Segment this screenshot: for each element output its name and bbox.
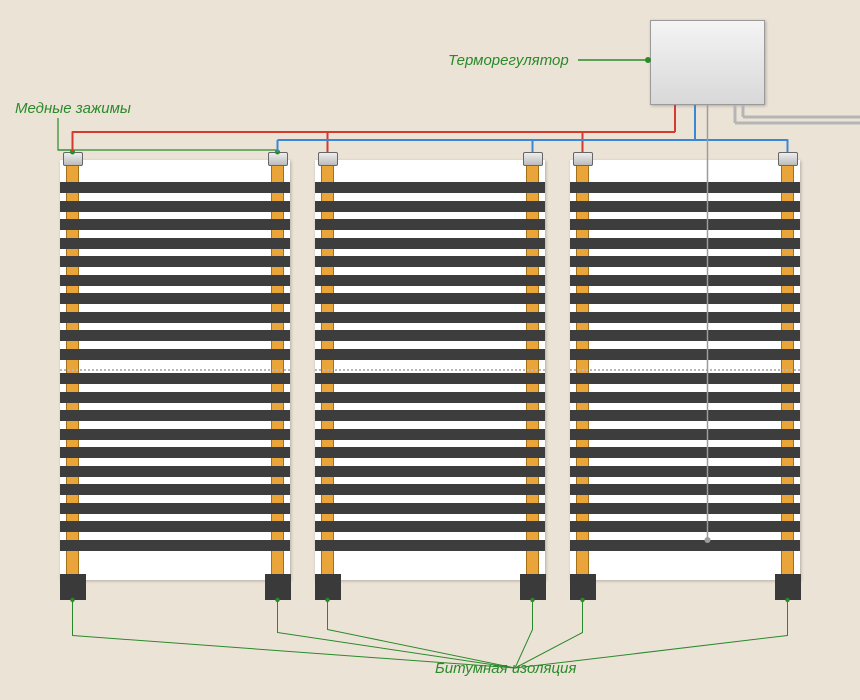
carbon-stripe xyxy=(60,521,290,532)
carbon-stripe xyxy=(315,330,545,341)
carbon-stripe xyxy=(60,540,290,551)
carbon-stripe xyxy=(570,503,800,514)
carbon-stripe xyxy=(315,256,545,267)
copper-clamps-label: Медные зажимы xyxy=(15,100,131,117)
bitumen-patch xyxy=(265,574,291,600)
carbon-stripe xyxy=(570,201,800,212)
carbon-stripe xyxy=(60,429,290,440)
carbon-stripe xyxy=(60,349,290,360)
carbon-stripe xyxy=(570,410,800,421)
carbon-stripe xyxy=(570,349,800,360)
carbon-stripe xyxy=(570,373,800,384)
carbon-stripe xyxy=(315,447,545,458)
carbon-stripe xyxy=(60,256,290,267)
carbon-stripe xyxy=(570,392,800,403)
carbon-stripe xyxy=(570,275,800,286)
copper-clip xyxy=(268,152,288,166)
bitumen-patch xyxy=(520,574,546,600)
carbon-stripe xyxy=(570,219,800,230)
bitumen-patch xyxy=(60,574,86,600)
carbon-stripe xyxy=(60,466,290,477)
carbon-stripe xyxy=(570,521,800,532)
thermostat-label: Терморегулятор xyxy=(448,52,569,69)
carbon-stripe xyxy=(570,484,800,495)
copper-clip xyxy=(523,152,543,166)
carbon-stripe xyxy=(570,447,800,458)
carbon-stripe xyxy=(60,330,290,341)
carbon-stripe xyxy=(60,484,290,495)
carbon-stripe xyxy=(60,201,290,212)
bitumen-patch xyxy=(775,574,801,600)
heating-panel xyxy=(60,160,290,580)
bitumen-patch xyxy=(570,574,596,600)
carbon-stripe xyxy=(570,182,800,193)
heating-panel xyxy=(315,160,545,580)
carbon-stripe xyxy=(315,275,545,286)
carbon-stripe xyxy=(315,373,545,384)
copper-clip xyxy=(778,152,798,166)
carbon-stripe xyxy=(315,201,545,212)
panel-mid-dotted xyxy=(315,369,545,371)
carbon-stripe xyxy=(315,182,545,193)
carbon-stripe xyxy=(570,312,800,323)
carbon-stripe xyxy=(60,219,290,230)
copper-clip xyxy=(573,152,593,166)
carbon-stripe xyxy=(60,238,290,249)
carbon-stripe xyxy=(60,312,290,323)
carbon-stripe xyxy=(60,447,290,458)
thermostat-box xyxy=(650,20,765,105)
carbon-stripe xyxy=(315,312,545,323)
carbon-stripe xyxy=(315,484,545,495)
bitumen-insulation-label: Битумная изоляция xyxy=(435,660,576,677)
carbon-stripe xyxy=(315,349,545,360)
carbon-stripe xyxy=(315,293,545,304)
carbon-stripe xyxy=(60,392,290,403)
panel-mid-dotted xyxy=(60,369,290,371)
carbon-stripe xyxy=(570,293,800,304)
carbon-stripe xyxy=(315,503,545,514)
carbon-stripe xyxy=(60,182,290,193)
copper-clip xyxy=(63,152,83,166)
carbon-stripe xyxy=(60,373,290,384)
carbon-stripe xyxy=(60,293,290,304)
bitumen-patch xyxy=(315,574,341,600)
carbon-stripe xyxy=(570,330,800,341)
carbon-stripe xyxy=(60,503,290,514)
carbon-stripe xyxy=(60,410,290,421)
carbon-stripe xyxy=(570,238,800,249)
carbon-stripe xyxy=(315,410,545,421)
diagram-canvas: Терморегулятор Медные зажимы Битумная изол… xyxy=(0,0,860,700)
carbon-stripe xyxy=(315,392,545,403)
carbon-stripe xyxy=(570,429,800,440)
carbon-stripe xyxy=(315,540,545,551)
copper-clip xyxy=(318,152,338,166)
carbon-stripe xyxy=(315,219,545,230)
carbon-stripe xyxy=(315,466,545,477)
carbon-stripe xyxy=(570,466,800,477)
carbon-stripe xyxy=(60,275,290,286)
heating-panel xyxy=(570,160,800,580)
carbon-stripe xyxy=(315,521,545,532)
panel-mid-dotted xyxy=(570,369,800,371)
carbon-stripe xyxy=(570,540,800,551)
carbon-stripe xyxy=(315,238,545,249)
carbon-stripe xyxy=(570,256,800,267)
carbon-stripe xyxy=(315,429,545,440)
